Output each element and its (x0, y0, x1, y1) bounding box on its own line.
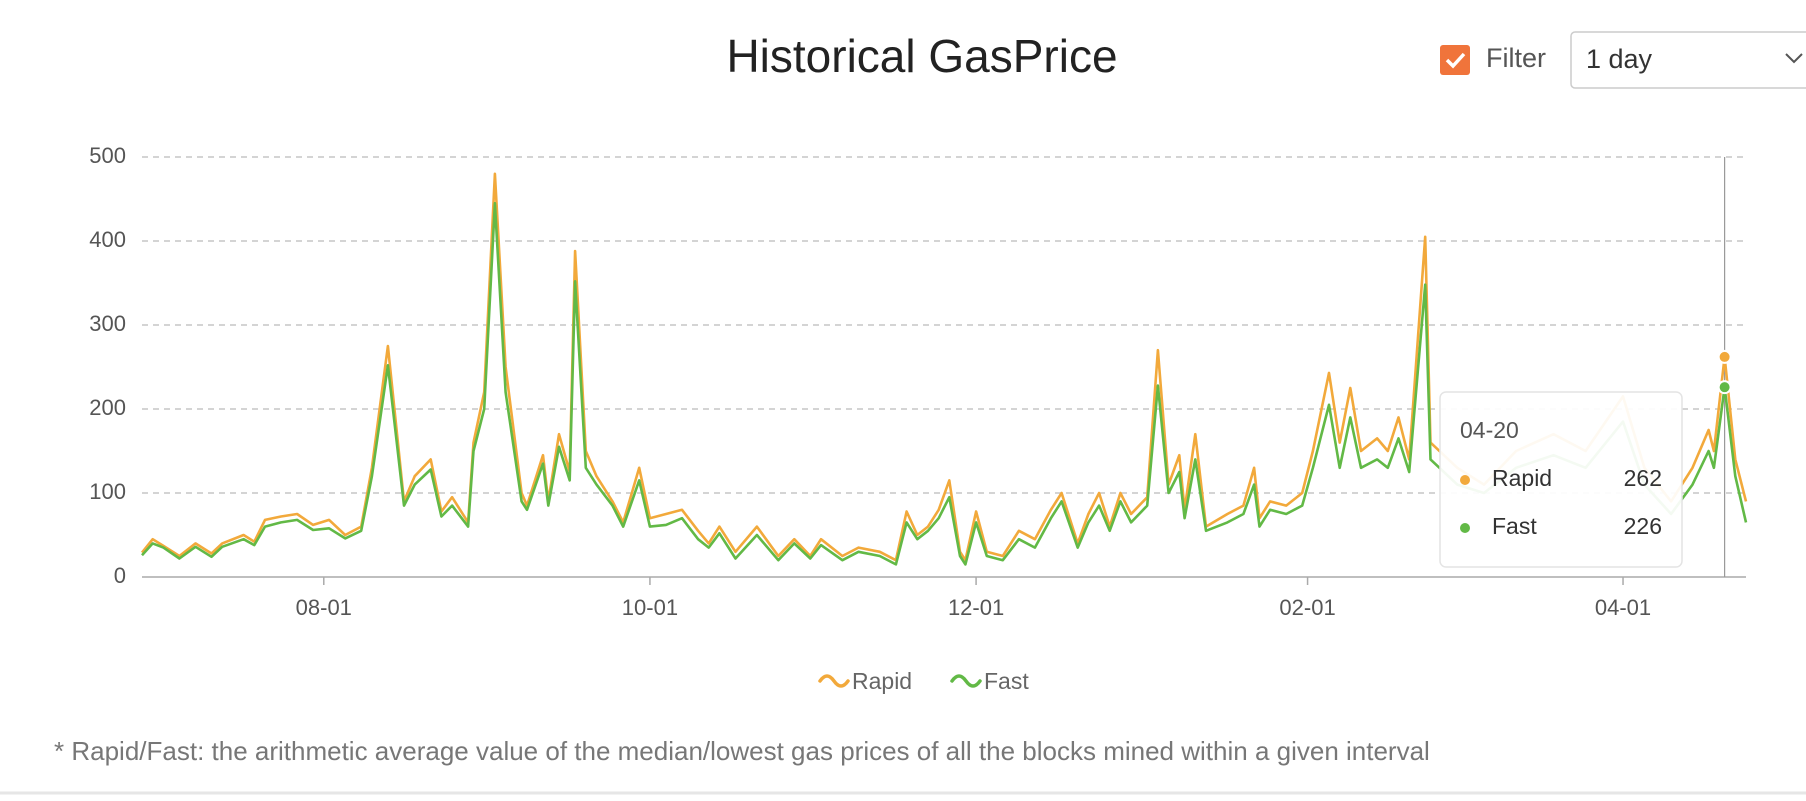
filter-label: Filter (1486, 43, 1546, 73)
hover-point (1717, 380, 1732, 395)
tooltip-series-name: Fast (1492, 513, 1537, 539)
x-tick-label: 10-01 (622, 595, 678, 620)
tooltip-dot (1460, 475, 1470, 485)
tooltip-series-name: Rapid (1492, 465, 1552, 491)
chart-title: Historical GasPrice (726, 30, 1117, 82)
x-tick-label: 04-01 (1595, 595, 1651, 620)
series-line (141, 201, 1748, 566)
tooltip (1439, 391, 1683, 568)
tooltip-dot (1460, 523, 1470, 533)
filter-checkbox[interactable] (1440, 45, 1470, 75)
tooltip-value: 262 (1624, 465, 1662, 491)
legend-label: Fast (984, 668, 1029, 694)
legend-icon (818, 674, 850, 688)
select-value: 1 day (1586, 44, 1653, 74)
y-tick-label: 200 (89, 395, 126, 420)
footnote: * Rapid/Fast: the arithmetic average val… (54, 736, 1430, 766)
x-tick-label: 08-01 (296, 595, 352, 620)
hover-point (1717, 349, 1732, 364)
tooltip-value: 226 (1624, 513, 1662, 539)
interval-select[interactable] (1570, 31, 1806, 89)
x-tick-label: 02-01 (1279, 595, 1335, 620)
y-tick-label: 500 (89, 143, 126, 168)
x-tick-label: 12-01 (948, 595, 1004, 620)
tooltip-date: 04-20 (1460, 417, 1519, 443)
check-icon (1445, 52, 1466, 69)
chevron-icon (1785, 53, 1803, 64)
y-tick-label: 0 (114, 563, 126, 588)
y-tick-label: 400 (89, 227, 126, 252)
legend-label: Rapid (852, 668, 912, 694)
series-line (140, 172, 1748, 562)
y-tick-label: 100 (89, 479, 126, 504)
legend-icon (950, 674, 982, 688)
y-tick-label: 300 (89, 311, 126, 336)
